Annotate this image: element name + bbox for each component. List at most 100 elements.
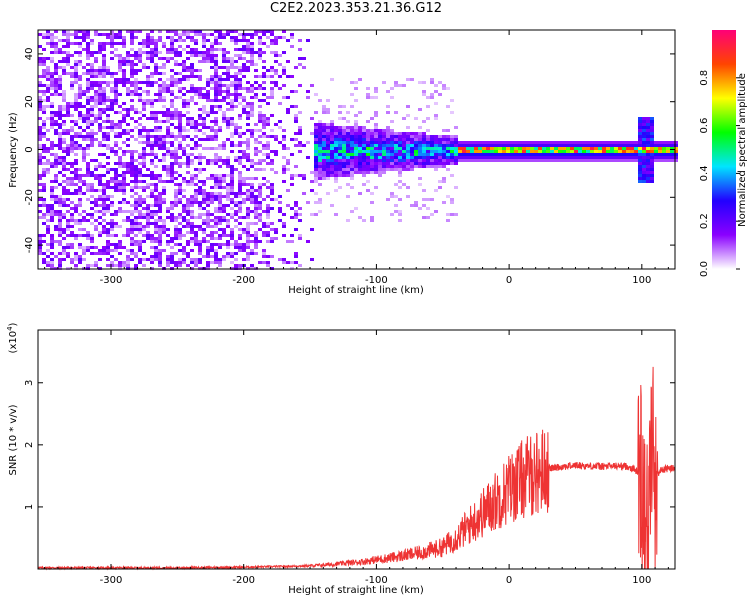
spectrogram-cell bbox=[246, 90, 250, 93]
spectrogram-cell bbox=[422, 144, 426, 147]
spectrogram-cell bbox=[538, 150, 542, 153]
spectrogram-cell bbox=[298, 141, 302, 144]
spectrogram-cell bbox=[122, 57, 126, 60]
spectrogram-cell bbox=[494, 144, 498, 147]
spectrogram-cell bbox=[42, 33, 46, 36]
spectrogram-cell bbox=[562, 159, 566, 162]
colorbar-gradient bbox=[712, 30, 736, 269]
spectrogram-cell bbox=[82, 156, 86, 159]
spectrogram-cell bbox=[506, 150, 510, 153]
spectrogram-cell bbox=[150, 246, 154, 249]
spectrogram-cell bbox=[346, 129, 350, 132]
spectrogram-cell bbox=[230, 243, 234, 246]
spectrogram-cell bbox=[154, 222, 158, 225]
spectrogram-cell bbox=[318, 153, 322, 156]
spectrogram-cell bbox=[354, 168, 358, 171]
spectrogram-cell bbox=[638, 144, 642, 147]
spectrogram-cell bbox=[150, 174, 154, 177]
spectrogram-cell bbox=[214, 153, 218, 156]
spectrogram-cell bbox=[74, 168, 78, 171]
spectrogram-cell bbox=[198, 144, 202, 147]
spectrogram-cell bbox=[206, 213, 210, 216]
spectrogram-cell bbox=[334, 213, 338, 216]
spectrogram-cell bbox=[174, 219, 178, 222]
spectrogram-cell bbox=[642, 126, 646, 129]
spectrogram-cell bbox=[182, 207, 186, 210]
spectrogram-cell bbox=[114, 243, 118, 246]
spectrogram-cell bbox=[262, 261, 266, 264]
spectrogram-cell bbox=[86, 42, 90, 45]
spectrogram-cell bbox=[62, 228, 66, 231]
spectrogram-cell bbox=[114, 87, 118, 90]
spectrogram-cell bbox=[162, 231, 166, 234]
spectrogram-cell bbox=[254, 81, 258, 84]
spectrogram-cell bbox=[430, 138, 434, 141]
spectrogram-cell bbox=[166, 216, 170, 219]
spectrogram-cell bbox=[190, 174, 194, 177]
spectrogram-cell bbox=[410, 153, 414, 156]
spectrogram-cell bbox=[210, 126, 214, 129]
spectrogram-cell bbox=[238, 117, 242, 120]
spectrogram-cell bbox=[134, 159, 138, 162]
spectrogram-cell bbox=[434, 162, 438, 165]
spectrogram-cell bbox=[98, 252, 102, 255]
spectrogram-cell bbox=[50, 204, 54, 207]
spectrogram-cell bbox=[166, 48, 170, 51]
spectrogram-cell bbox=[370, 162, 374, 165]
spectrogram-cell bbox=[38, 177, 42, 180]
spectrogram-cell bbox=[670, 144, 674, 147]
spectrogram-cell bbox=[186, 45, 190, 48]
spectrogram-cell bbox=[38, 60, 42, 63]
spectrogram-cell bbox=[62, 66, 66, 69]
spectrogram-cell bbox=[74, 105, 78, 108]
spectrogram-cell bbox=[502, 150, 506, 153]
spectrogram-cell bbox=[170, 180, 174, 183]
spectrogram-cell bbox=[90, 174, 94, 177]
spectrogram-cell bbox=[58, 261, 62, 264]
spectrogram-cell bbox=[150, 129, 154, 132]
spectrogram-cell bbox=[146, 135, 150, 138]
spectrogram-cell bbox=[254, 195, 258, 198]
spectrogram-cell bbox=[174, 54, 178, 57]
spectrogram-cell bbox=[70, 120, 74, 123]
spectrogram-cell bbox=[238, 57, 242, 60]
spectrogram-cell bbox=[186, 213, 190, 216]
spectrogram-cell bbox=[354, 207, 358, 210]
spectrogram-cell bbox=[214, 93, 218, 96]
spectrogram-cell bbox=[454, 153, 458, 156]
spectrogram-cell bbox=[130, 33, 134, 36]
spectrogram-cell bbox=[158, 192, 162, 195]
spectrogram-cell bbox=[650, 144, 654, 147]
spectrogram-cell bbox=[86, 90, 90, 93]
spectrogram-cell bbox=[258, 117, 262, 120]
spectrogram-cell bbox=[114, 111, 118, 114]
spectrogram-cell bbox=[38, 204, 42, 207]
spectrogram-cell bbox=[226, 213, 230, 216]
spectrogram-cell bbox=[418, 150, 422, 153]
spectrogram-cell bbox=[62, 141, 66, 144]
spectrogram-cell bbox=[50, 198, 54, 201]
spectrogram-cell bbox=[542, 156, 546, 159]
spectrogram-cell bbox=[166, 78, 170, 81]
spectrogram-cell bbox=[598, 141, 602, 144]
spectrogram-cell bbox=[238, 132, 242, 135]
spectrogram-cell bbox=[334, 165, 338, 168]
spectrogram-cell bbox=[202, 228, 206, 231]
spectrogram-cell bbox=[370, 144, 374, 147]
spectrogram-cell bbox=[270, 93, 274, 96]
spectrogram-cell bbox=[74, 75, 78, 78]
spectrogram-cell bbox=[58, 93, 62, 96]
spectrogram-cell bbox=[366, 93, 370, 96]
spectrogram-cell bbox=[38, 153, 42, 156]
spectrogram-cell bbox=[62, 150, 66, 153]
spectrogram-cell bbox=[114, 177, 118, 180]
spectrogram-cell bbox=[630, 141, 634, 144]
spectrogram-cell bbox=[502, 153, 506, 156]
spectrogram-cell bbox=[98, 126, 102, 129]
spectrogram-cell bbox=[198, 114, 202, 117]
spectrogram-cell bbox=[182, 216, 186, 219]
spectrogram-cell bbox=[390, 129, 394, 132]
spectrogram-cell bbox=[46, 96, 50, 99]
spectrogram-cell bbox=[106, 144, 110, 147]
spectrogram-cell bbox=[242, 48, 246, 51]
